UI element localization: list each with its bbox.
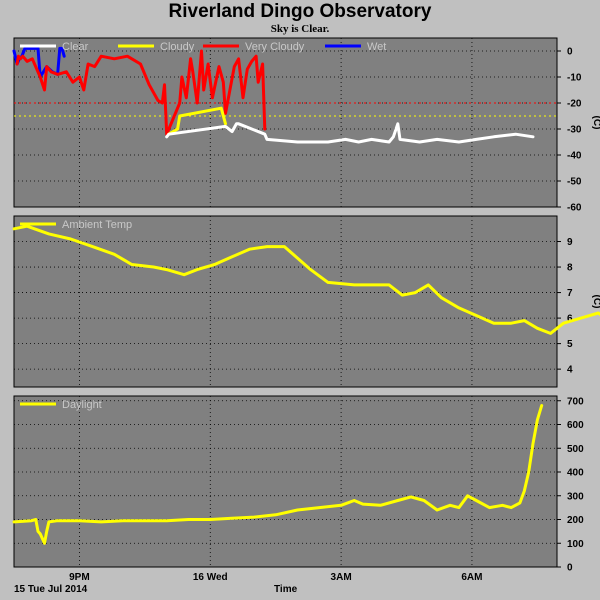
series-line-cloudy [167,106,227,136]
plot-area [13,37,558,208]
x-tick-label: 9PM [69,572,90,583]
series-line-daylight [12,404,544,545]
chart-panel-3: 0 100 200 300 400 500 600 700 Daylight 9PM 16 Wed 3… [12,395,584,583]
y-tick-label: 300 [567,491,584,502]
series-line-clear [165,122,535,144]
legend-label: Clear [62,41,89,53]
x-tick-label: 3AM [331,572,352,583]
footer-axis-label: Time [274,584,298,595]
chart-subtitle: Sky is Clear. [270,23,330,35]
y-tick-label: 600 [567,420,584,431]
y-tick-label: 9 [567,237,573,248]
y-tick-label: -10 [567,73,582,84]
y-tick-label: 700 [567,396,584,407]
chart-title: Riverland Dingo Observatory [168,1,432,22]
plot-area [13,215,558,388]
chart-panel-1: 0 -10 -20 -30 -40 -50 -60 Clear Cloudy Very Cloud… [12,37,600,214]
y-tick-label: 100 [567,539,584,550]
y-tick-label: 4 [567,365,573,376]
y-tick-label: -60 [567,203,582,214]
chart-panel-2: 4 5 6 7 8 9 Ambient Temp (C) [12,215,600,388]
x-tick-label: 6AM [461,572,482,583]
legend-label: Daylight [62,399,102,411]
y-axis-label: (C) [591,295,600,309]
y-axis-label: (C) [591,116,600,130]
plot-area [13,395,558,568]
y-tick-label: 6 [567,314,573,325]
series-line-very-cloudy [15,49,267,136]
y-tick-label: 0 [567,47,573,58]
y-tick-label: 8 [567,263,573,274]
y-tick-label: -40 [567,151,582,162]
y-tick-label: -50 [567,177,582,188]
footer-date-label: 15 Tue Jul 2014 [14,584,88,595]
legend-label: Very Cloudy [245,41,305,53]
y-tick-label: -30 [567,125,582,136]
x-tick-label: 16 Wed [193,572,228,583]
y-tick-label: 400 [567,468,584,479]
legend-label: Wet [367,41,386,53]
y-tick-label: 5 [567,339,573,350]
y-tick-label: 7 [567,288,573,299]
y-tick-label: -20 [567,99,582,110]
legend-label: Cloudy [160,41,195,53]
y-tick-label: 0 [567,563,573,574]
legend-label: Ambient Temp [62,219,132,231]
y-tick-label: 200 [567,515,584,526]
y-tick-label: 500 [567,444,584,455]
series-line-ambient-temp [12,224,600,335]
